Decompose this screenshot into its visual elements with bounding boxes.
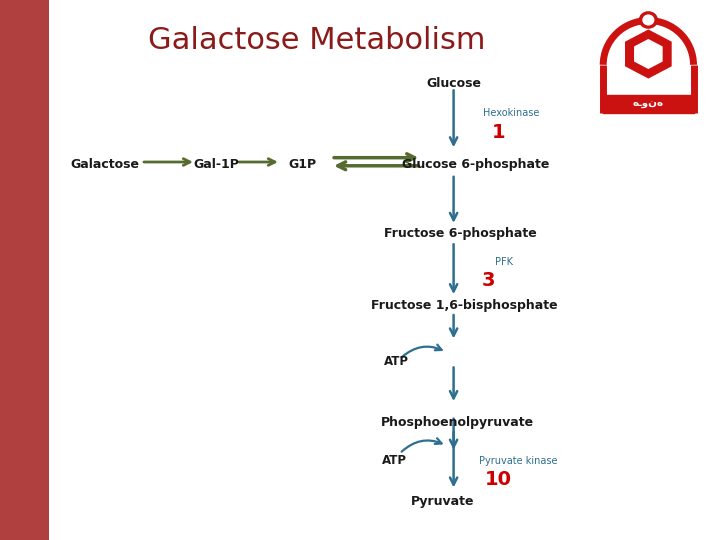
Text: PFK: PFK (495, 257, 513, 267)
Text: Phosphoenolpyruvate: Phosphoenolpyruvate (381, 416, 534, 429)
Text: Pyruvate: Pyruvate (411, 495, 474, 508)
Text: 10: 10 (485, 470, 512, 489)
Text: 1: 1 (492, 123, 505, 142)
Text: ATP: ATP (384, 355, 408, 368)
Text: Glucose: Glucose (426, 77, 481, 90)
Polygon shape (635, 40, 662, 68)
Text: Galactose: Galactose (70, 158, 139, 171)
Text: ATP: ATP (382, 454, 407, 467)
Text: Galactose Metabolism: Galactose Metabolism (148, 26, 485, 55)
Polygon shape (626, 30, 671, 78)
Text: Pyruvate kinase: Pyruvate kinase (479, 456, 558, 465)
Text: G1P: G1P (288, 158, 317, 171)
Text: Fructose 6-phosphate: Fructose 6-phosphate (384, 227, 537, 240)
Text: Fructose 1,6-bisphosphate: Fructose 1,6-bisphosphate (371, 299, 558, 312)
Text: Hexokinase: Hexokinase (483, 109, 539, 118)
Text: Gal-1P: Gal-1P (193, 158, 239, 171)
Text: 3: 3 (482, 271, 495, 291)
Text: هـونه: هـونه (633, 99, 664, 109)
Text: Glucose 6-phosphate: Glucose 6-phosphate (402, 158, 549, 171)
FancyBboxPatch shape (0, 0, 49, 540)
Circle shape (639, 12, 657, 28)
Circle shape (643, 15, 654, 25)
